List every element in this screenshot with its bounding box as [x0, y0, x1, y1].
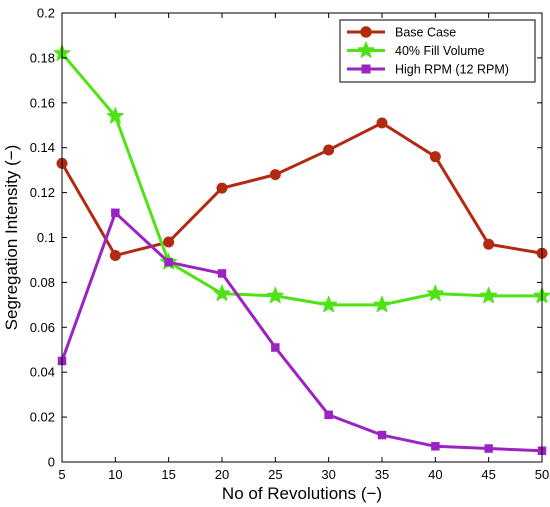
data-point — [484, 444, 493, 453]
axis-ticks: 5 10 15 20 25 30 35 40 45 50 0 0.02 0.04 0.06 0.08 0.1 0… — [30, 6, 550, 483]
x-tick-label: 10 — [108, 467, 122, 482]
data-point — [373, 295, 391, 313]
series-line — [60, 211, 543, 453]
series-line — [60, 52, 542, 307]
series-star — [53, 44, 550, 313]
data-point — [163, 236, 175, 248]
y-tick-label: 0.1 — [37, 230, 55, 245]
data-point — [429, 151, 441, 163]
legend-marker — [361, 64, 371, 74]
data-point — [164, 257, 173, 267]
y-axis-label: Segregation Intensity (−) — [2, 145, 21, 331]
data-point — [426, 284, 444, 301]
legend-marker — [360, 26, 372, 38]
y-tick-label: 0.16 — [30, 95, 55, 110]
x-tick-label: 40 — [428, 467, 442, 482]
data-point — [217, 269, 227, 278]
data-point — [480, 286, 498, 304]
y-tick-label: 0.08 — [30, 275, 55, 290]
data-point — [271, 343, 280, 352]
data-point — [213, 284, 231, 301]
data-point — [377, 430, 387, 440]
series-line — [60, 121, 543, 257]
data-point — [376, 117, 388, 129]
y-tick-label: 0.04 — [30, 365, 55, 380]
legend-marker — [357, 41, 375, 58]
data-point — [324, 410, 333, 420]
legend: Base Case 40% Fill Volume High RPM (12 RPM… — [339, 19, 536, 83]
data-layer — [53, 44, 550, 456]
data-point — [320, 295, 338, 313]
data-point — [323, 144, 335, 156]
y-tick-label: 0.18 — [30, 50, 55, 65]
x-tick-label: 45 — [481, 467, 495, 482]
x-tick-label: 25 — [268, 467, 282, 482]
data-point — [111, 208, 120, 218]
legend-label: High RPM (12 RPM) — [395, 63, 509, 77]
x-tick-label: 20 — [215, 467, 229, 482]
data-point — [106, 107, 124, 124]
data-point — [431, 442, 440, 451]
x-tick-label: 35 — [375, 467, 389, 482]
y-tick-label: 0.12 — [30, 185, 55, 200]
x-tick-label: 15 — [161, 467, 175, 482]
data-point — [109, 249, 121, 261]
series-square — [57, 208, 547, 456]
legend-label: Base Case — [395, 26, 456, 40]
y-tick-label: 0.06 — [30, 320, 55, 335]
y-tick-label: 0 — [48, 455, 55, 470]
legend-label: 40% Fill Volume — [395, 44, 485, 58]
y-tick-label: 0.2 — [37, 6, 55, 21]
data-point — [269, 169, 281, 181]
x-axis-label: No of Revolutions (−) — [222, 484, 382, 503]
data-point — [266, 286, 284, 304]
y-tick-label: 0.02 — [30, 410, 55, 425]
y-tick-label: 0.14 — [30, 140, 55, 155]
data-point — [216, 182, 228, 194]
data-point — [483, 238, 495, 250]
x-tick-label: 5 — [58, 467, 65, 482]
x-tick-label: 30 — [321, 467, 335, 482]
x-tick-label: 50 — [535, 467, 549, 482]
series-circle — [56, 117, 548, 261]
